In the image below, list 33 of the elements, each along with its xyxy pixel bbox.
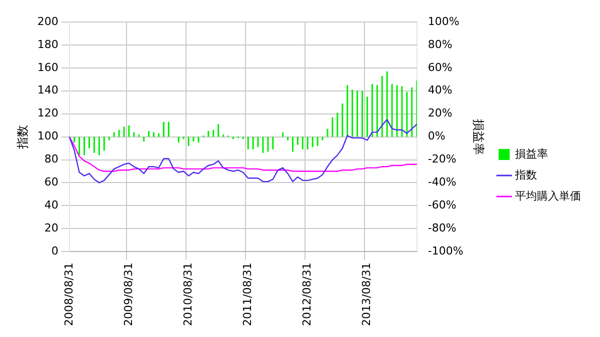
y2-tick-label: 80% (428, 38, 452, 51)
y-tick-label: 140 (37, 84, 58, 97)
legend-label: 指数 (514, 168, 538, 182)
y2-tick-label: 100% (428, 14, 460, 28)
y2-tick-label: 20% (428, 106, 452, 120)
y-tick-label: 200 (37, 14, 58, 28)
x-tick-label: 2013/08/31 (360, 262, 374, 326)
y2-tick-label: -80% (428, 222, 456, 234)
legend-label: 平均購入単価 (515, 189, 582, 202)
y2-axis-title: 損益率 (471, 118, 486, 155)
y2-tick-label: 60% (428, 60, 452, 74)
y-tick-label: 60 (44, 176, 58, 189)
y-axis-title: 指数 (15, 124, 30, 150)
legend-label: 損益率 (515, 147, 548, 160)
y-tick-label: 120 (37, 106, 58, 120)
y2-tick-label: 0% (428, 130, 446, 143)
y2-tick-label: -40% (428, 176, 456, 189)
y-tick-label: 0 (51, 244, 58, 258)
x-tick-label: 2008/08/31 (62, 262, 76, 326)
y-tick-label: 40 (44, 198, 58, 212)
y2-tick-label: -100% (428, 244, 464, 258)
x-tick-label: 2012/08/31 (300, 262, 314, 326)
x-tick-label: 2009/08/31 (122, 262, 135, 326)
y-tick-label: 20 (44, 222, 58, 234)
y2-tick-label: -60% (428, 198, 456, 212)
y-tick-label: 180 (37, 38, 58, 51)
y-tick-label: 160 (37, 60, 58, 74)
y-tick-label: 80 (44, 152, 58, 166)
y2-tick-label: 40% (428, 84, 452, 97)
x-tick-label: 2010/08/31 (181, 262, 194, 326)
x-tick-label: 2011/08/31 (240, 262, 254, 326)
y2-tick-label: -20% (428, 152, 456, 166)
y-tick-label: 100 (37, 130, 58, 143)
